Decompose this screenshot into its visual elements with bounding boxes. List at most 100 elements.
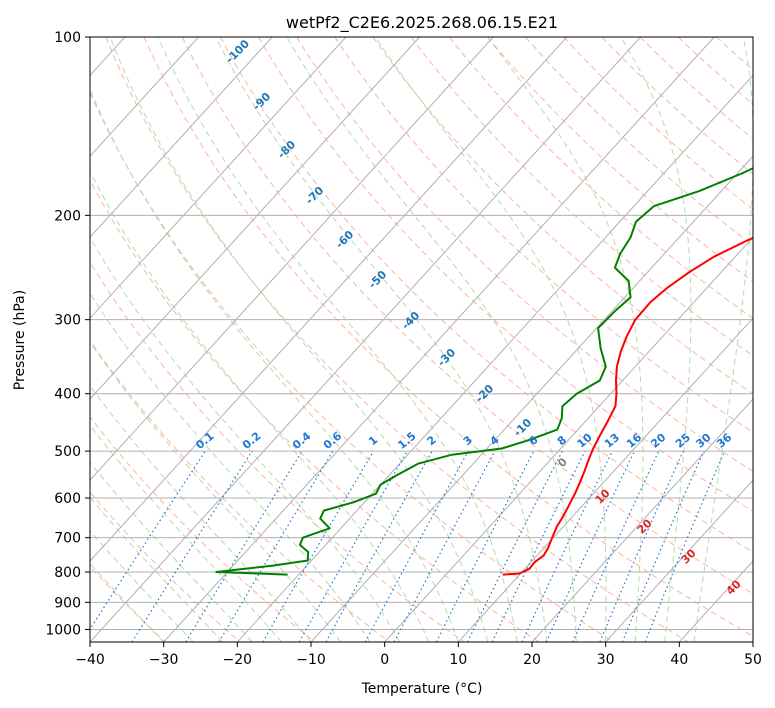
moist-adiabat bbox=[157, 37, 518, 642]
moist-adiabat bbox=[90, 88, 459, 642]
moist-adiabat bbox=[90, 170, 430, 642]
background-lines bbox=[90, 37, 775, 642]
dry-adiabat bbox=[90, 416, 316, 642]
dry-adiabat bbox=[90, 339, 390, 642]
mixing-ratio-line bbox=[491, 450, 586, 642]
y-tick-label: 500 bbox=[54, 444, 81, 460]
dry-adiabat bbox=[181, 37, 753, 595]
moist-adiabat-label: 0 bbox=[555, 455, 570, 470]
mixing-ratio-line bbox=[131, 450, 253, 642]
dry-adiabat bbox=[143, 37, 753, 637]
moist-adiabat bbox=[90, 461, 253, 642]
moist-adiabat bbox=[487, 37, 644, 642]
y-tick-label: 200 bbox=[54, 208, 81, 224]
mixing-ratio-label: 20 bbox=[648, 431, 668, 451]
dry-adiabat bbox=[258, 37, 753, 513]
mixing-ratio-label: 0.1 bbox=[193, 429, 216, 451]
y-tick-label: 600 bbox=[54, 491, 81, 507]
mixing-ratio-label: 10 bbox=[575, 431, 595, 451]
isotherm bbox=[90, 37, 568, 562]
dry-adiabat bbox=[90, 491, 241, 642]
isotherm bbox=[90, 37, 199, 158]
dry-adiabat-label: -50 bbox=[366, 268, 389, 291]
moist-adiabat-label: 10 bbox=[593, 486, 613, 506]
dry-adiabat-label: -30 bbox=[435, 346, 458, 369]
mixing-ratio-label: 1.5 bbox=[395, 429, 418, 451]
line-labels: -100-90-80-70-60-50-40-30-20-100.1 0.2 0.4… bbox=[193, 37, 744, 598]
mixing-ratio-line bbox=[298, 450, 408, 642]
y-axis: 100 200 300 400 500 600 700 800 900 1000 bbox=[45, 30, 90, 638]
moist-adiabat bbox=[215, 37, 548, 642]
mixing-ratio-label: 13 bbox=[602, 431, 622, 451]
isotherm bbox=[310, 155, 753, 642]
moist-adiabat bbox=[286, 37, 577, 642]
dry-adiabat bbox=[755, 37, 775, 642]
dry-adiabat bbox=[563, 37, 753, 210]
dry-adiabat bbox=[716, 37, 753, 71]
dry-adiabat bbox=[410, 37, 753, 357]
mixing-ratio-line bbox=[90, 450, 206, 631]
x-tick-label: −10 bbox=[296, 652, 326, 668]
mixing-ratio-label: 16 bbox=[624, 431, 644, 451]
mixing-ratio-label: 8 bbox=[555, 433, 569, 448]
dry-adiabat bbox=[90, 261, 465, 642]
dry-adiabat bbox=[90, 91, 614, 642]
isotherm bbox=[90, 37, 347, 319]
moist-adiabat bbox=[90, 236, 400, 642]
mixing-ratio-label: 3 bbox=[461, 433, 475, 448]
mixing-ratio-line bbox=[572, 450, 660, 642]
dry-adiabat-label: -80 bbox=[275, 138, 298, 161]
moist-adiabat bbox=[90, 530, 194, 642]
profiles bbox=[215, 167, 753, 576]
isotherm bbox=[163, 37, 715, 642]
x-tick-label: −30 bbox=[149, 652, 179, 668]
isotherm bbox=[605, 479, 753, 642]
dry-adiabat-label: -100 bbox=[223, 37, 252, 66]
isotherm bbox=[90, 37, 273, 238]
moist-adiabat-label: 20 bbox=[635, 516, 655, 536]
mixing-ratio-label: 0.6 bbox=[321, 429, 345, 452]
y-tick-label: 1000 bbox=[45, 622, 81, 638]
x-tick-label: 10 bbox=[449, 652, 467, 668]
dry-adiabat bbox=[372, 37, 753, 395]
moist-adiabat bbox=[90, 341, 341, 642]
mixing-ratio-line bbox=[521, 450, 613, 642]
x-tick-label: 50 bbox=[744, 652, 762, 668]
mixing-ratio-line bbox=[262, 450, 375, 642]
temperature-profile bbox=[502, 236, 753, 576]
x-tick-label: −40 bbox=[75, 652, 105, 668]
dry-adiabat-label: -90 bbox=[250, 90, 273, 113]
dry-adiabat bbox=[639, 37, 753, 140]
dry-adiabat bbox=[525, 37, 753, 246]
mixing-ratio-line bbox=[621, 450, 705, 642]
x-axis: −40 −30 −20 −10 0 10 20 30 40 50 bbox=[75, 642, 762, 668]
isotherm bbox=[90, 37, 494, 481]
mixing-ratio-line bbox=[644, 450, 726, 642]
x-tick-label: 30 bbox=[597, 652, 615, 668]
x-tick-label: 0 bbox=[380, 652, 389, 668]
mixing-ratio-label: 2 bbox=[425, 433, 439, 448]
moist-adiabat bbox=[693, 37, 753, 642]
y-tick-label: 700 bbox=[54, 531, 81, 547]
y-tick-label: 800 bbox=[54, 565, 81, 581]
isotherm bbox=[752, 641, 753, 642]
moist-adiabat-label: 40 bbox=[724, 577, 744, 597]
mixing-ratio-line bbox=[325, 450, 433, 642]
x-tick-label: 20 bbox=[523, 652, 541, 668]
moist-adiabat bbox=[375, 37, 607, 642]
isotherm bbox=[384, 236, 753, 642]
isotherm bbox=[90, 37, 641, 642]
mixing-ratio-label: 6 bbox=[526, 433, 540, 448]
mixing-ratio-line bbox=[393, 450, 496, 642]
y-tick-label: 100 bbox=[54, 30, 81, 46]
mixing-ratio-label: 1 bbox=[366, 433, 380, 448]
moist-adiabat bbox=[90, 384, 312, 642]
isotherm bbox=[457, 317, 753, 642]
x-tick-label: 40 bbox=[670, 652, 688, 668]
mixing-ratio-label: 25 bbox=[673, 431, 693, 451]
x-axis-title: Temperature (°C) bbox=[361, 681, 483, 697]
dry-adiabat-label: -60 bbox=[333, 228, 356, 251]
mixing-ratio-label: 30 bbox=[693, 431, 713, 451]
dry-adiabat-label: -40 bbox=[399, 309, 422, 332]
dry-adiabat bbox=[296, 37, 753, 473]
